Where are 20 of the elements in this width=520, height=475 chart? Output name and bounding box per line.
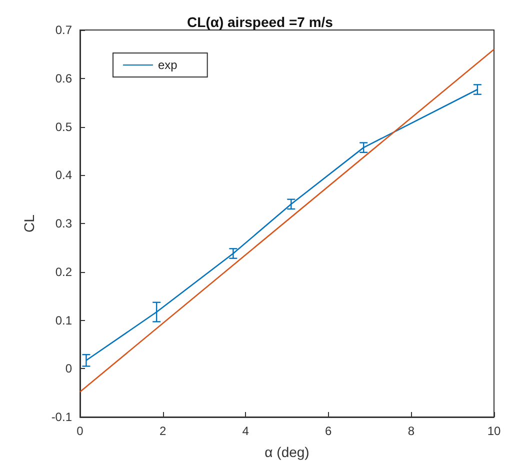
y-tick-label: 0.6 <box>55 71 72 86</box>
y-tick-label: -0.1 <box>51 410 72 424</box>
y-tick-label: 0.1 <box>55 313 72 328</box>
y-tick-label: 0.3 <box>55 216 72 230</box>
y-axis-title: CL <box>21 214 37 232</box>
y-tick-label: 0.5 <box>55 120 72 134</box>
x-tick-label: 0 <box>76 424 84 438</box>
chart-title: CL(α) airspeed =7 m/s <box>187 14 334 30</box>
y-tick-label: 0.4 <box>55 168 72 182</box>
y-tick-label: 0 <box>65 362 72 376</box>
x-tick-label: 8 <box>408 424 415 438</box>
x-tick-label: 2 <box>159 424 166 438</box>
y-tick-label: 0.7 <box>55 23 72 37</box>
line-series <box>86 88 478 362</box>
x-tick-label: 6 <box>325 424 332 438</box>
x-axis-title: α (deg) <box>264 444 310 460</box>
legend-label: exp <box>158 58 178 72</box>
y-tick-label: 0.2 <box>55 264 72 279</box>
x-tick-label: 4 <box>242 424 250 438</box>
x-tick-label: 10 <box>487 424 501 438</box>
